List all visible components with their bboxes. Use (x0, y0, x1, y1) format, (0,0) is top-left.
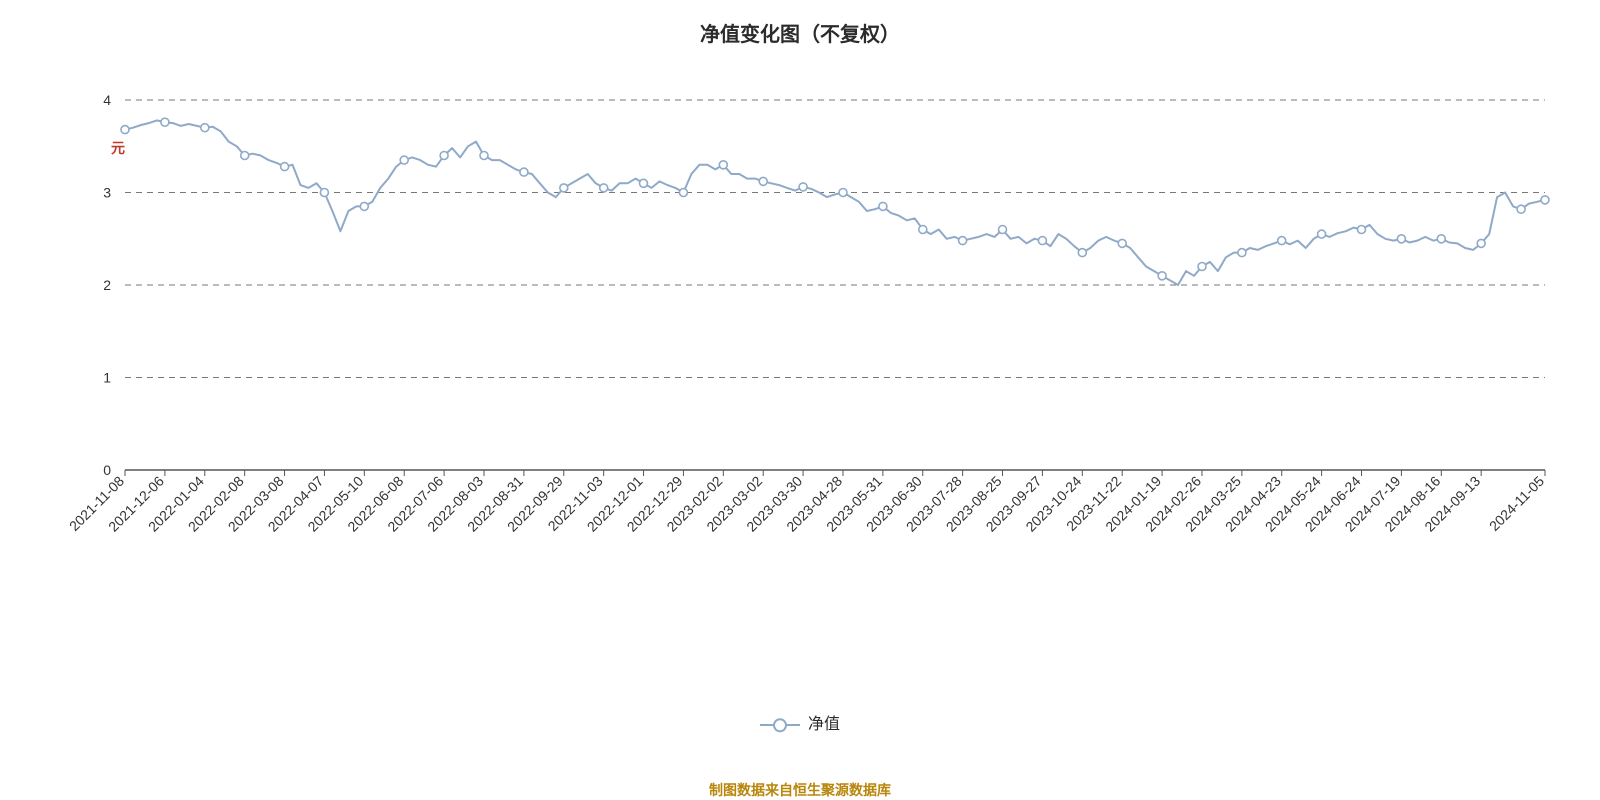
chart-legend: 净值 (0, 710, 1600, 734)
y-tick-label: 2 (103, 277, 111, 293)
series-marker (799, 183, 807, 191)
chart-title: 净值变化图（不复权） (0, 18, 1600, 47)
series-marker (999, 226, 1007, 234)
series-marker (241, 152, 249, 160)
legend-marker-icon (773, 718, 787, 732)
series-marker (719, 161, 727, 169)
series-marker (161, 118, 169, 126)
series-marker (1238, 249, 1246, 257)
series-marker (1517, 205, 1525, 213)
series-marker (440, 152, 448, 160)
series-marker (1541, 196, 1549, 204)
series-line (125, 120, 1545, 285)
series-marker (839, 189, 847, 197)
series-marker (1158, 272, 1166, 280)
series-marker (879, 202, 887, 210)
series-marker (959, 237, 967, 245)
chart-footer: 制图数据来自恒生聚源数据库 (0, 780, 1600, 800)
series-marker (600, 184, 608, 192)
series-marker (201, 124, 209, 132)
y-tick-label: 1 (103, 370, 111, 386)
series-marker (1358, 226, 1366, 234)
series-marker (1437, 235, 1445, 243)
series-marker (520, 168, 528, 176)
chart-svg: 012342021-11-082021-12-062022-01-042022-… (0, 0, 1600, 800)
series-marker (121, 126, 129, 134)
series-marker (1038, 237, 1046, 245)
series-marker (1318, 230, 1326, 238)
series-marker (679, 189, 687, 197)
chart-container: 净值变化图（不复权） 元 012342021-11-082021-12-0620… (0, 0, 1600, 800)
legend-line-icon (760, 724, 800, 726)
series-marker (320, 189, 328, 197)
y-tick-label: 0 (103, 462, 111, 478)
x-tick-label: 2024-11-05 (1486, 473, 1547, 534)
y-tick-label: 4 (103, 92, 111, 108)
series-marker (560, 184, 568, 192)
series-marker (759, 177, 767, 185)
series-marker (400, 156, 408, 164)
series-marker (1118, 239, 1126, 247)
legend-label: 净值 (808, 716, 840, 733)
y-axis-label: 元 (111, 138, 125, 158)
series-marker (281, 163, 289, 171)
series-marker (1078, 249, 1086, 257)
series-marker (1198, 263, 1206, 271)
series-marker (1397, 235, 1405, 243)
y-tick-label: 3 (103, 185, 111, 201)
series-marker (640, 179, 648, 187)
series-marker (480, 152, 488, 160)
series-marker (1477, 239, 1485, 247)
series-marker (919, 226, 927, 234)
series-marker (1278, 237, 1286, 245)
series-marker (360, 202, 368, 210)
